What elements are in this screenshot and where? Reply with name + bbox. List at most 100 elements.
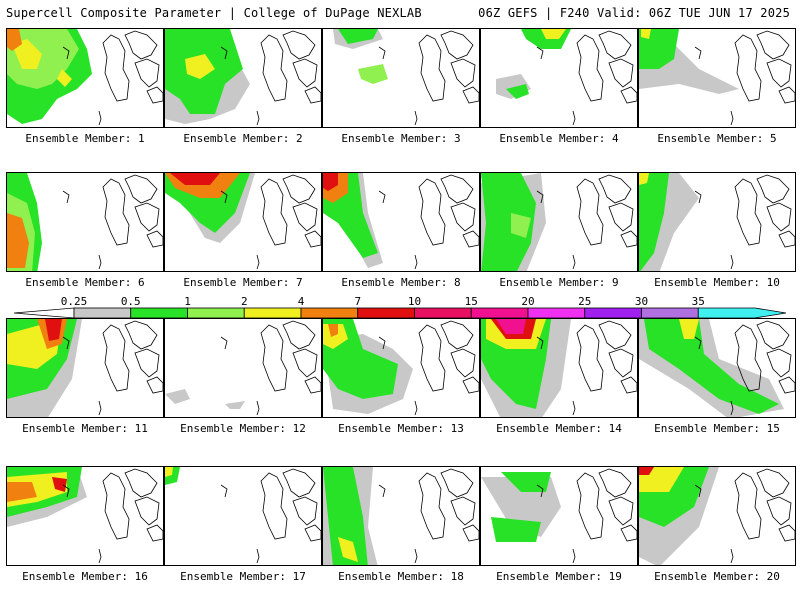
coastline bbox=[694, 46, 702, 60]
coastline bbox=[418, 34, 446, 102]
member-label-2: Ensemble Member: 2 bbox=[183, 132, 303, 145]
coastline bbox=[304, 524, 321, 542]
coastline bbox=[756, 30, 790, 60]
coastline bbox=[304, 230, 321, 248]
coastline bbox=[414, 254, 418, 270]
coastline bbox=[450, 202, 476, 232]
member-label-16: Ensemble Member: 16 bbox=[22, 570, 148, 583]
coastline bbox=[124, 174, 158, 204]
colorbar-swatch bbox=[357, 307, 415, 319]
colorbar-swatch bbox=[130, 307, 188, 319]
member-label-6: Ensemble Member: 6 bbox=[25, 276, 145, 289]
member-label-11: Ensemble Member: 11 bbox=[22, 422, 148, 435]
coastline bbox=[440, 320, 474, 350]
scp-contour-fill bbox=[491, 517, 541, 542]
colorbar-tick-label: 0.5 bbox=[121, 295, 141, 308]
coastline bbox=[260, 178, 288, 246]
coastline bbox=[608, 202, 634, 232]
member-label-17: Ensemble Member: 17 bbox=[180, 570, 306, 583]
coastline bbox=[572, 254, 576, 270]
coastline bbox=[734, 178, 762, 246]
scp-contour-fill bbox=[338, 29, 378, 44]
colorbar-swatch bbox=[187, 307, 245, 319]
coastline bbox=[536, 46, 544, 60]
coastline bbox=[730, 254, 734, 270]
coastline bbox=[572, 110, 576, 126]
ensemble-member-map-16 bbox=[6, 466, 164, 566]
coastline bbox=[378, 190, 386, 204]
coastline bbox=[620, 86, 637, 104]
coastline bbox=[536, 484, 544, 498]
scp-contour-fill bbox=[7, 482, 37, 502]
coastline bbox=[304, 86, 321, 104]
coastline bbox=[282, 174, 316, 204]
member-label-13: Ensemble Member: 13 bbox=[338, 422, 464, 435]
coastline bbox=[778, 86, 795, 104]
coastline bbox=[134, 496, 160, 526]
coastline bbox=[694, 190, 702, 204]
coastline bbox=[734, 472, 762, 540]
coastline bbox=[536, 336, 544, 350]
coastline bbox=[730, 548, 734, 564]
ensemble-member-map-9 bbox=[480, 172, 638, 272]
coastline bbox=[440, 30, 474, 60]
coastline bbox=[440, 468, 474, 498]
coastline bbox=[256, 254, 260, 270]
coastline bbox=[124, 30, 158, 60]
map-title: Supercell Composite Parameter | College … bbox=[6, 6, 422, 20]
colorbar-tick-label: 30 bbox=[635, 295, 648, 308]
coastline bbox=[220, 190, 228, 204]
ensemble-member-map-12 bbox=[164, 318, 322, 418]
coastline bbox=[450, 348, 476, 378]
scp-contour-fill bbox=[644, 319, 779, 414]
coastline bbox=[292, 58, 318, 88]
map-canvas bbox=[7, 467, 163, 564]
ensemble-member-map-3 bbox=[322, 28, 480, 128]
ensemble-member-map-11 bbox=[6, 318, 164, 418]
coastline bbox=[220, 484, 228, 498]
coastline bbox=[756, 320, 790, 350]
colorbar-tick-label: 10 bbox=[408, 295, 421, 308]
coastline bbox=[598, 30, 632, 60]
coastline bbox=[440, 174, 474, 204]
coastline bbox=[462, 230, 479, 248]
colorbar-tick-label: 7 bbox=[354, 295, 361, 308]
coastline bbox=[766, 496, 792, 526]
colorbar-tick-label: 1 bbox=[184, 295, 191, 308]
scp-contour-fill bbox=[501, 472, 551, 492]
coastline bbox=[102, 472, 130, 540]
coastline bbox=[462, 376, 479, 394]
coastline bbox=[378, 336, 386, 350]
scp-contour-fill bbox=[323, 324, 348, 349]
coastline bbox=[124, 468, 158, 498]
ensemble-member-map-18 bbox=[322, 466, 480, 566]
coastline bbox=[766, 202, 792, 232]
map-canvas bbox=[7, 173, 163, 271]
colorbar-swatch bbox=[243, 307, 302, 319]
coastline bbox=[134, 348, 160, 378]
coastline bbox=[282, 320, 316, 350]
colorbar-tick-label: 35 bbox=[692, 295, 705, 308]
scp-contour-fill bbox=[52, 477, 67, 492]
coastline bbox=[734, 34, 762, 102]
coastline bbox=[146, 376, 163, 394]
coastline bbox=[134, 58, 160, 88]
coastline bbox=[598, 174, 632, 204]
coastline bbox=[260, 324, 288, 392]
coastline bbox=[62, 46, 70, 60]
scp-contour-fill bbox=[541, 29, 566, 39]
coastline bbox=[418, 472, 446, 540]
coastline bbox=[572, 548, 576, 564]
coastline bbox=[102, 178, 130, 246]
scp-contour-fill bbox=[7, 29, 22, 51]
scp-contour-fill bbox=[323, 173, 338, 191]
member-label-15: Ensemble Member: 15 bbox=[654, 422, 780, 435]
colorbar-tick-label: 25 bbox=[578, 295, 591, 308]
scp-contour-fill bbox=[328, 324, 338, 337]
member-label-7: Ensemble Member: 7 bbox=[183, 276, 303, 289]
coastline bbox=[450, 58, 476, 88]
ensemble-member-map-13 bbox=[322, 318, 480, 418]
coastline bbox=[220, 336, 228, 350]
coastline bbox=[576, 178, 604, 246]
ensemble-member-map-7 bbox=[164, 172, 322, 272]
